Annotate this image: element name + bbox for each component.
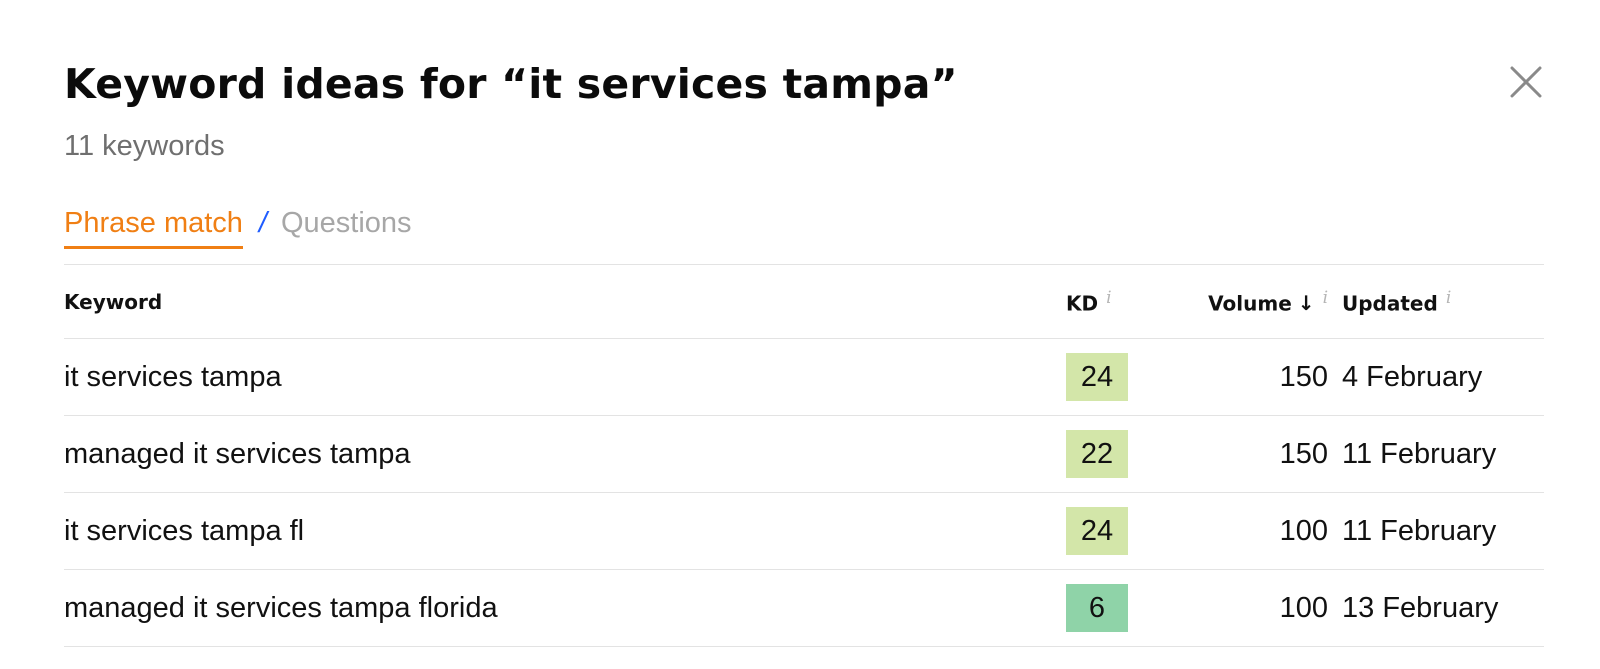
volume-cell: 150	[1192, 415, 1328, 493]
tab-phrase-match[interactable]: Phrase match	[64, 207, 243, 249]
volume-cell: 100	[1192, 569, 1328, 647]
updated-cell: 13 February	[1328, 569, 1544, 647]
column-header-updated[interactable]: Updated i	[1328, 265, 1544, 339]
column-header-updated-label: Updated	[1342, 291, 1438, 316]
keyword-cell[interactable]: it services tampa fl	[64, 514, 305, 547]
table-row: managed it services tampa 22 150 11 Febr…	[64, 415, 1544, 493]
column-header-volume[interactable]: Volume ↓ i	[1192, 265, 1328, 339]
column-header-keyword-label: Keyword	[64, 289, 163, 314]
updated-cell: 4 February	[1328, 338, 1544, 416]
modal-title: Keyword ideas for “it services tampa”	[64, 60, 958, 108]
tabs-divider	[64, 264, 1544, 265]
keyword-cell[interactable]: managed it services tampa	[64, 437, 411, 470]
column-header-keyword[interactable]: Keyword	[64, 265, 1066, 339]
updated-info-icon[interactable]: i	[1445, 287, 1452, 308]
table-header-row: Keyword KD i Volume ↓ i Updated i	[64, 265, 1544, 339]
column-header-volume-label: Volume	[1208, 291, 1292, 316]
volume-info-icon[interactable]: i	[1322, 287, 1328, 308]
tab-questions[interactable]: Questions	[280, 207, 412, 239]
keyword-table: Keyword KD i Volume ↓ i Updated i it service…	[64, 265, 1544, 647]
volume-cell: 100	[1192, 492, 1328, 570]
keyword-ideas-modal: Keyword ideas for “it services tampa” 11…	[64, 0, 1544, 669]
column-header-kd[interactable]: KD i	[1066, 265, 1192, 339]
tab-bar: Phrase match / Questions	[64, 207, 412, 255]
keyword-cell[interactable]: managed it services tampa florida	[64, 591, 498, 624]
kd-badge: 24	[1066, 507, 1128, 555]
keyword-cell[interactable]: it services tampa	[64, 360, 282, 393]
table-row: it services tampa 24 150 4 February	[64, 338, 1544, 416]
tab-separator: /	[258, 207, 267, 239]
close-icon	[1510, 66, 1542, 98]
updated-cell: 11 February	[1328, 415, 1544, 493]
updated-cell: 11 February	[1328, 492, 1544, 570]
keyword-count: 11 keywords	[64, 130, 225, 162]
close-button[interactable]	[1508, 64, 1544, 100]
table-row: managed it services tampa florida 6 100 …	[64, 569, 1544, 647]
table-row: it services tampa fl 24 100 11 February	[64, 492, 1544, 570]
volume-cell: 150	[1192, 338, 1328, 416]
kd-info-icon[interactable]: i	[1106, 287, 1112, 308]
kd-badge: 6	[1066, 584, 1128, 632]
kd-badge: 24	[1066, 353, 1128, 401]
column-header-kd-label: KD	[1066, 291, 1099, 316]
sort-descending-icon: ↓	[1297, 291, 1315, 316]
kd-badge: 22	[1066, 430, 1128, 478]
